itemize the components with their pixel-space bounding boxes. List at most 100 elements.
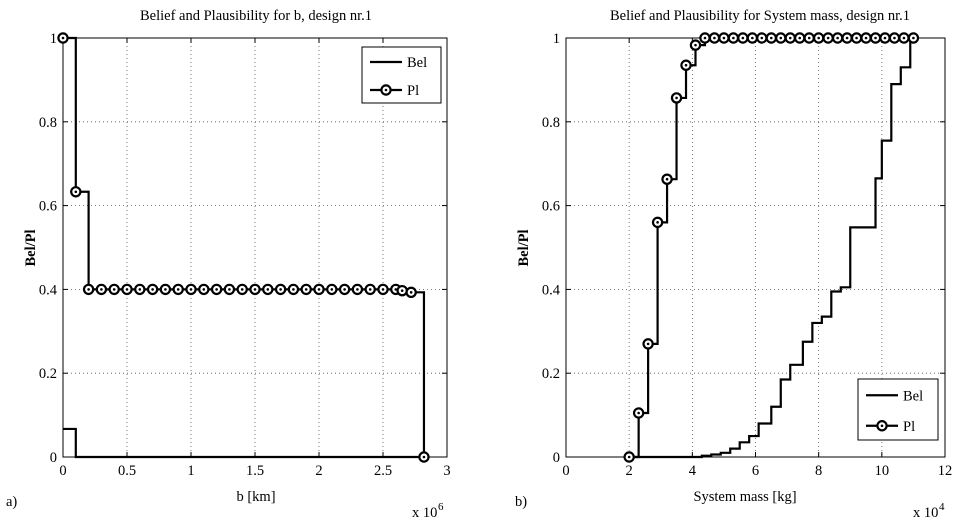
data-point-center <box>874 36 877 40</box>
data-point-center <box>304 288 308 291</box>
y-tick-label: 0.4 <box>39 282 58 298</box>
x-axis-label: System mass [kg] <box>693 489 796 505</box>
data-point-center <box>788 36 792 40</box>
data-point-center <box>202 288 206 291</box>
series-pl <box>623 32 920 463</box>
data-point-center <box>368 288 372 291</box>
data-point-center <box>836 36 839 40</box>
data-point-center <box>317 288 321 291</box>
data-point-center <box>330 288 334 291</box>
x-exponent-base: x 10 <box>412 505 437 521</box>
chart-title: Belief and Plausibility for System mass,… <box>610 8 910 24</box>
legend: Bel Pl <box>361 46 442 104</box>
data-point-center <box>656 221 659 224</box>
data-point-center <box>112 288 116 291</box>
data-point-center <box>240 288 244 291</box>
chart-panel-b: Belief and Plausibility for b, design nr… <box>6 8 451 521</box>
data-point-center <box>741 36 745 40</box>
data-point-center <box>189 288 193 291</box>
y-tick-label: 0.8 <box>542 115 560 131</box>
legend-box <box>361 46 442 104</box>
data-point-center <box>694 43 697 47</box>
data-point-center <box>74 190 78 194</box>
data-point-center <box>817 36 820 40</box>
x-axis-label: b [km] <box>236 489 275 505</box>
data-point-center <box>703 36 707 40</box>
series-bel <box>63 427 424 459</box>
x-tick-label: 0 <box>562 463 569 479</box>
panel-label: b) <box>515 494 527 510</box>
y-tick-label: 0.4 <box>542 282 561 298</box>
legend-label-pl: Pl <box>903 419 915 435</box>
series-line-bel <box>63 427 424 459</box>
panel-label: a) <box>6 494 17 510</box>
data-point-center <box>722 36 726 40</box>
data-point-center <box>684 63 688 67</box>
data-point-center <box>292 288 295 291</box>
data-point-center <box>87 288 90 291</box>
data-point-center <box>675 96 678 100</box>
y-tick-label: 0.6 <box>542 199 560 215</box>
chart-title: Belief and Plausibility for b, design nr… <box>140 8 372 24</box>
data-point-center <box>138 288 142 291</box>
x-tick-label: 1 <box>187 463 194 479</box>
data-point-center <box>912 36 915 40</box>
x-tick-label: 1.5 <box>246 463 264 479</box>
data-point-center <box>356 288 359 291</box>
data-point-center <box>807 36 811 40</box>
data-point-center <box>826 36 830 40</box>
x-exponent: 4 <box>939 501 945 513</box>
data-point-center <box>381 288 385 291</box>
data-point-center <box>902 36 906 40</box>
legend-label-pl: Pl <box>407 83 419 99</box>
x-tick-label: 2 <box>315 463 322 479</box>
data-point-center <box>228 288 231 291</box>
legend-label-bel: Bel <box>407 55 427 71</box>
series-pl <box>57 32 430 463</box>
data-point-center <box>266 288 270 291</box>
data-point-center <box>779 36 783 40</box>
data-point-center <box>176 288 180 291</box>
data-point-center <box>732 36 735 40</box>
data-point-center <box>665 177 669 181</box>
data-point-center <box>125 288 129 291</box>
y-axis-label: Bel/Pl <box>23 229 39 266</box>
x-tick-label: 8 <box>815 463 822 479</box>
data-point-center <box>893 36 896 40</box>
data-point-center <box>798 36 802 40</box>
data-point-center <box>845 36 849 40</box>
data-point-center <box>253 288 257 291</box>
x-tick-label: 2 <box>626 463 633 479</box>
series-bel <box>629 36 914 459</box>
data-point-center <box>864 36 868 40</box>
legend-marker-center <box>880 424 884 428</box>
data-point-center <box>713 36 716 40</box>
data-point-center <box>151 288 154 291</box>
x-tick-label: 6 <box>752 463 759 479</box>
data-point-center <box>394 288 398 291</box>
chart-panel-system-mass: Belief and Plausibility for System mass,… <box>515 8 952 521</box>
series-line-bel <box>629 36 914 459</box>
y-tick-label: 0 <box>50 450 57 466</box>
x-tick-label: 12 <box>938 463 953 479</box>
y-tick-label: 1 <box>50 31 57 47</box>
data-point-center <box>215 288 218 291</box>
y-tick-label: 0.2 <box>39 366 57 382</box>
y-tick-label: 0 <box>553 450 560 466</box>
x-tick-label: 4 <box>689 463 697 479</box>
x-tick-label: 2.5 <box>374 463 392 479</box>
y-tick-label: 0.6 <box>39 199 57 215</box>
y-tick-label: 0.2 <box>542 366 560 382</box>
x-exponent-base: x 10 <box>913 505 938 521</box>
data-point-center <box>422 455 426 459</box>
y-tick-label: 0.8 <box>39 115 57 131</box>
data-point-center <box>61 36 65 40</box>
data-point-center <box>409 291 413 294</box>
x-exponent: 6 <box>438 501 444 513</box>
data-point-center <box>627 455 631 459</box>
data-point-center <box>855 36 858 40</box>
data-point-center <box>400 289 404 292</box>
x-tick-label: 10 <box>875 463 890 479</box>
data-point-center <box>100 288 103 291</box>
